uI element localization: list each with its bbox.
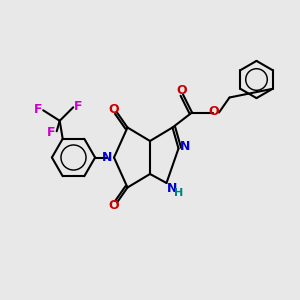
Text: O: O xyxy=(176,84,187,97)
Text: O: O xyxy=(208,105,219,118)
Text: F: F xyxy=(47,126,56,139)
Text: O: O xyxy=(108,103,119,116)
Text: N: N xyxy=(102,151,112,164)
Text: N: N xyxy=(167,182,177,195)
Text: F: F xyxy=(34,103,42,116)
Text: F: F xyxy=(74,100,82,113)
Text: N: N xyxy=(180,140,190,154)
Text: H: H xyxy=(175,188,184,198)
Text: O: O xyxy=(108,199,119,212)
